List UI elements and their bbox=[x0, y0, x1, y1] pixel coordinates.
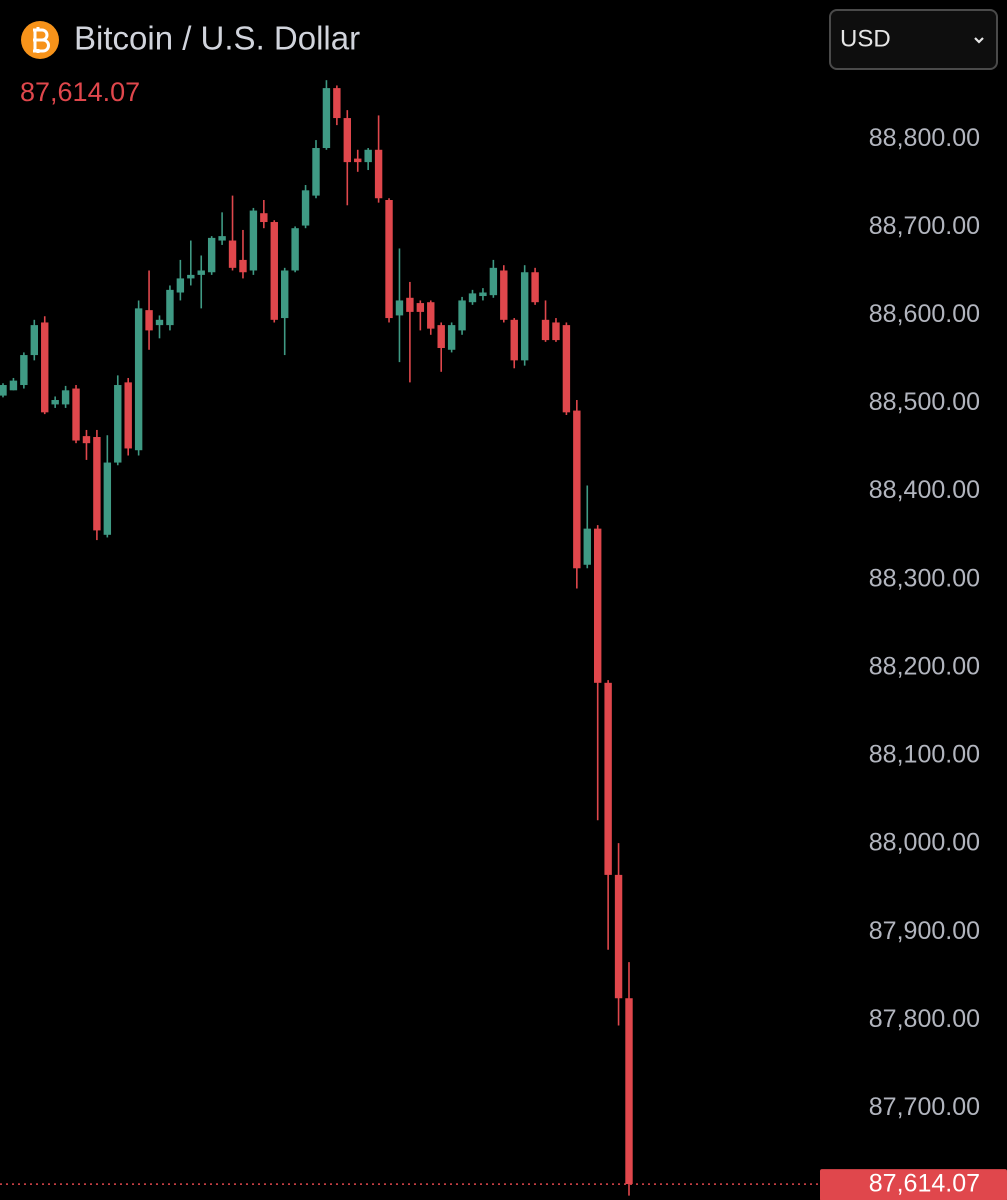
candle-body bbox=[458, 300, 466, 331]
candle-body bbox=[270, 222, 278, 320]
candle-body bbox=[354, 158, 362, 163]
candle-body bbox=[197, 270, 205, 275]
candle-body bbox=[239, 259, 247, 273]
candle-body bbox=[218, 236, 226, 241]
candle-body bbox=[583, 528, 591, 565]
candle-body bbox=[406, 297, 414, 312]
y-tick-label: 88,800.00 bbox=[869, 124, 980, 152]
candle-body bbox=[510, 319, 518, 361]
y-tick-label: 88,200.00 bbox=[869, 652, 980, 680]
candle-body bbox=[437, 325, 445, 349]
candle-body bbox=[155, 319, 164, 326]
candle-body bbox=[416, 303, 425, 312]
y-tick-label: 88,700.00 bbox=[869, 212, 980, 240]
candle-body bbox=[51, 400, 59, 405]
select-box[interactable] bbox=[829, 9, 998, 70]
chevron[interactable] bbox=[974, 37, 984, 44]
candle-body bbox=[395, 300, 404, 316]
price-badge bbox=[820, 1169, 1007, 1200]
candle-body bbox=[281, 270, 289, 319]
candle-body bbox=[364, 149, 372, 163]
y-tick-label: 87,700.00 bbox=[869, 1093, 980, 1121]
y-tick-label: 88,000.00 bbox=[869, 829, 980, 857]
select-value[interactable]: USD bbox=[840, 25, 891, 52]
candle-body bbox=[41, 322, 49, 413]
candle-body bbox=[489, 267, 498, 296]
candle-body bbox=[72, 388, 80, 441]
candle-body bbox=[541, 319, 550, 341]
candle-body bbox=[374, 149, 383, 199]
candle-body bbox=[176, 278, 185, 293]
y-tick-label: 87,800.00 bbox=[869, 1005, 980, 1033]
candle-body bbox=[322, 88, 331, 149]
candle-body bbox=[20, 355, 28, 386]
candle-body bbox=[249, 210, 258, 271]
candle-body bbox=[103, 462, 112, 535]
bitcoin-glyph bbox=[33, 27, 50, 53]
candle-body bbox=[531, 272, 539, 303]
candle-body bbox=[594, 528, 602, 683]
y-tick-label: 88,500.00 bbox=[869, 388, 980, 416]
candle-body bbox=[312, 148, 320, 196]
candle-body bbox=[93, 437, 101, 531]
candle-body bbox=[604, 682, 612, 875]
candle-body bbox=[447, 325, 456, 350]
candle-body bbox=[552, 322, 560, 341]
candle-body bbox=[260, 213, 268, 223]
candle-body bbox=[124, 382, 132, 449]
candle-body bbox=[114, 385, 122, 463]
candle-body bbox=[625, 998, 633, 1185]
candle-body bbox=[500, 270, 508, 320]
candle-body bbox=[385, 200, 393, 319]
candle-body bbox=[562, 325, 571, 413]
candle-body bbox=[166, 289, 174, 326]
candle-body bbox=[207, 237, 216, 273]
y-tick-label: 88,300.00 bbox=[869, 564, 980, 592]
candle-body bbox=[479, 292, 487, 297]
candle-body bbox=[614, 874, 623, 999]
candle-body bbox=[291, 228, 299, 271]
candle-body bbox=[145, 310, 153, 331]
currency-select[interactable]: USD bbox=[829, 9, 998, 70]
chart-title: Bitcoin / U.S. Dollar bbox=[74, 20, 360, 57]
candle-body bbox=[82, 436, 91, 444]
y-tick-label: 88,100.00 bbox=[869, 741, 980, 769]
candle-body bbox=[134, 308, 143, 451]
candle-body bbox=[301, 190, 310, 226]
current-price: 87,614.07 bbox=[20, 77, 140, 107]
candle-body bbox=[228, 240, 237, 268]
candle-body bbox=[520, 272, 529, 361]
y-tick-label: 88,600.00 bbox=[869, 300, 980, 328]
price-badge-label: 87,614.07 bbox=[869, 1170, 980, 1198]
candle-body bbox=[468, 293, 477, 303]
candle-body bbox=[30, 325, 38, 356]
candle-body bbox=[427, 302, 435, 329]
candle-body bbox=[187, 274, 195, 279]
candle-body bbox=[0, 385, 7, 396]
candle-body bbox=[573, 410, 581, 569]
candle-body bbox=[333, 88, 341, 119]
y-tick-label: 87,900.00 bbox=[869, 917, 980, 945]
y-tick-label: 88,400.00 bbox=[869, 476, 980, 504]
candle-body bbox=[61, 390, 70, 405]
candle-body bbox=[343, 118, 351, 163]
candle-body bbox=[9, 380, 18, 391]
